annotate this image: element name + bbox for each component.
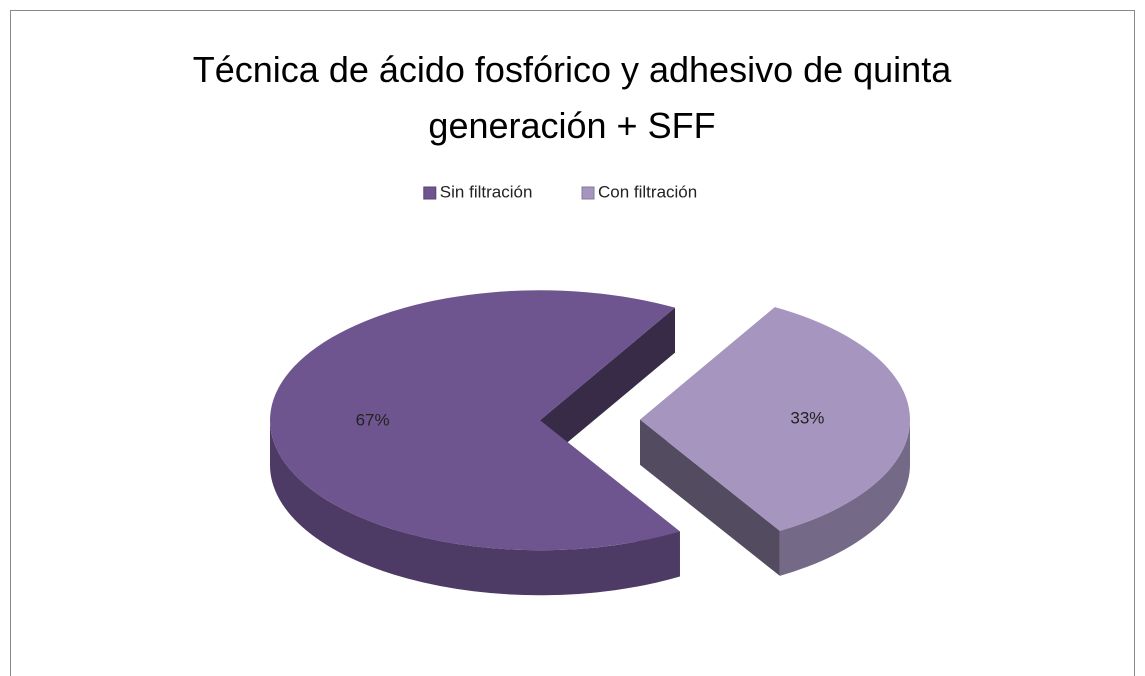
data-label: 33% <box>790 408 824 427</box>
slice <box>270 290 680 596</box>
legend-label: Sin filtración <box>440 182 533 201</box>
slice-wall <box>639 419 780 576</box>
slice-top <box>639 307 910 531</box>
slice <box>639 307 910 576</box>
data-label: 67% <box>356 411 390 430</box>
legend-label: Con filtración <box>598 182 697 201</box>
slice-top <box>270 290 680 551</box>
chart-frame <box>10 10 1135 676</box>
legend-swatch <box>581 186 595 200</box>
slice-wall <box>540 307 676 466</box>
slice-side <box>779 419 910 576</box>
slice-side <box>270 420 680 596</box>
legend-swatch <box>423 186 437 200</box>
chart-title: Técnica de ácido fosfórico y adhesivo de… <box>192 49 952 146</box>
